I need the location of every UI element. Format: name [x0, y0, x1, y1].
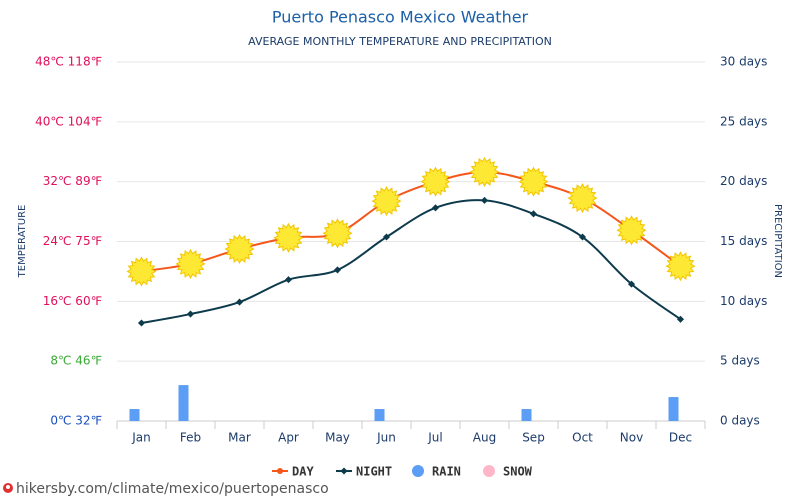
night-marker: [676, 315, 685, 323]
legend-label: NIGHT: [356, 465, 392, 479]
sun-marker: [224, 233, 255, 265]
y2-tick-label: 15 days: [720, 234, 767, 248]
temp-line: [141, 199, 682, 325]
night-marker: [578, 233, 587, 241]
night-marker: [382, 233, 391, 241]
legend-swatch: [412, 465, 424, 477]
chart-subtitle: AVERAGE MONTHLY TEMPERATURE AND PRECIPIT…: [248, 35, 552, 48]
x-tick-label: Nov: [620, 431, 643, 445]
y-tick-label: 32℃ 89℉: [43, 174, 102, 188]
x-tick-label: Jul: [427, 431, 442, 445]
sun-marker: [469, 156, 500, 187]
legend-label: RAIN: [432, 465, 461, 479]
sun-marker: [420, 166, 451, 197]
y-tick-label: 16℃ 60℉: [43, 294, 102, 308]
x-tick-label: Jun: [376, 431, 396, 445]
legend-marker: [277, 468, 283, 474]
night-marker: [186, 310, 195, 318]
legend-marker: [340, 467, 348, 475]
x-tick-label: May: [325, 431, 350, 445]
night-marker: [284, 276, 293, 284]
precip-bar: [178, 385, 189, 421]
x-tick-label: Dec: [669, 431, 692, 445]
precip-bar: [129, 409, 140, 421]
y2-tick-label: 0 days: [720, 414, 760, 428]
y-tick-label: 48℃ 118℉: [35, 55, 102, 69]
sun-marker: [126, 256, 157, 287]
y2-axis-label: PRECIPITATION: [772, 204, 783, 278]
x-tick-label: Oct: [572, 431, 593, 445]
footer-icon-dot: [6, 485, 10, 489]
x-tick-label: Jan: [131, 431, 151, 445]
y2-tick-label: 30 days: [720, 55, 767, 69]
x-tick-label: Sep: [522, 431, 545, 445]
legend-label: DAY: [292, 465, 314, 479]
y-tick-label: 40℃ 104℉: [35, 114, 102, 128]
y2-tick-label: 10 days: [720, 294, 767, 308]
night-marker: [235, 298, 244, 306]
sun-marker: [665, 251, 696, 282]
y-tick-label: 0℃ 32℉: [50, 414, 102, 428]
night-marker: [627, 280, 636, 288]
chart-title: Puerto Penasco Mexico Weather: [272, 8, 529, 27]
night-marker: [529, 210, 538, 218]
sun-marker: [175, 248, 206, 279]
legend-swatch: [483, 465, 495, 477]
sun-marker: [322, 218, 353, 249]
y2-tick-label: 20 days: [720, 174, 767, 188]
sun-marker: [371, 186, 402, 217]
sun-marker: [273, 222, 304, 253]
precip-bar: [521, 409, 532, 421]
y-tick-label: 24℃ 75℉: [43, 234, 102, 248]
sun-marker: [567, 183, 598, 214]
night-marker: [480, 196, 489, 204]
x-tick-label: Aug: [473, 431, 496, 445]
precip-bar: [668, 397, 679, 421]
night-marker: [137, 319, 146, 327]
y2-tick-label: 25 days: [720, 114, 767, 128]
sun-marker: [616, 215, 647, 246]
legend-label: SNOW: [503, 465, 533, 479]
night-marker: [431, 204, 440, 212]
x-tick-label: Feb: [180, 431, 201, 445]
y-axis-label: TEMPERATURE: [17, 205, 28, 279]
sun-marker: [518, 166, 549, 197]
footer-link[interactable]: hikersby.com/climate/mexico/puertopenasc…: [16, 481, 329, 497]
y-tick-label: 8℃ 46℉: [50, 354, 102, 368]
night-marker: [333, 266, 342, 274]
y2-tick-label: 5 days: [720, 354, 760, 368]
x-tick-label: Mar: [228, 431, 251, 445]
precip-bar: [374, 409, 385, 421]
x-tick-label: Apr: [278, 431, 299, 445]
